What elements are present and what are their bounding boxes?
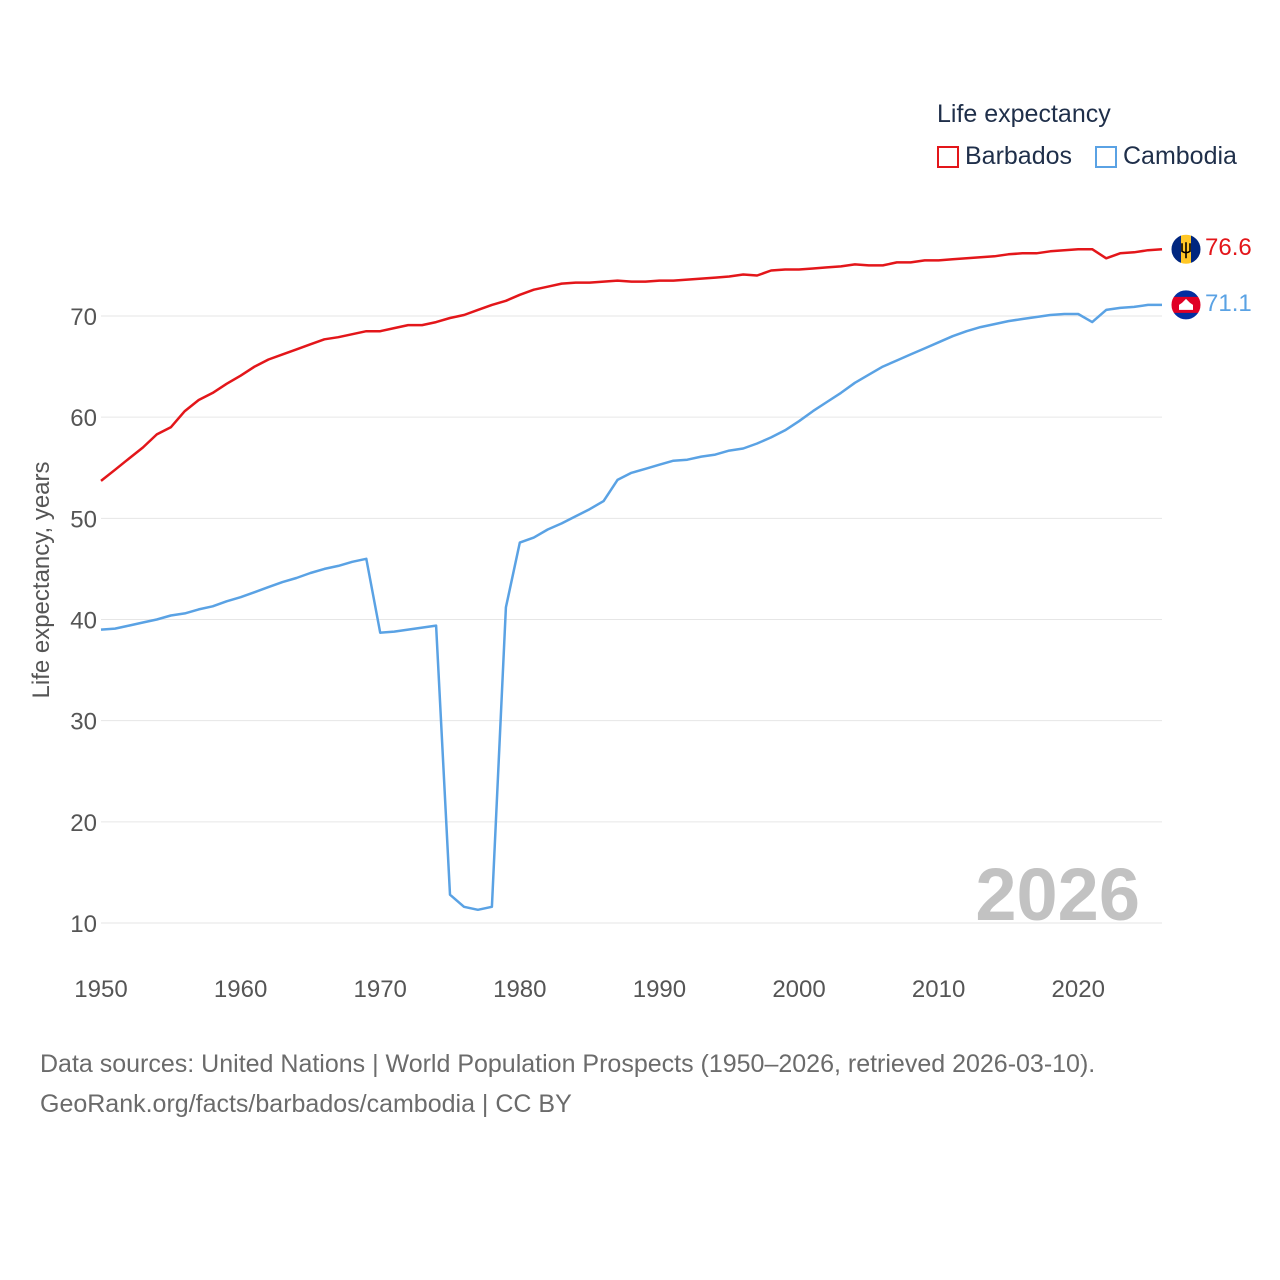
y-tick-label: 50: [70, 506, 97, 533]
legend-title: Life expectancy: [937, 100, 1111, 128]
x-tick-label: 2000: [772, 976, 825, 1003]
source-note: Data sources: United Nations | World Pop…: [40, 1044, 1095, 1124]
y-tick-label: 10: [70, 911, 97, 938]
y-tick-label: 30: [70, 709, 97, 736]
x-tick-label: 2020: [1052, 976, 1105, 1003]
x-tick-label: 1970: [354, 976, 407, 1003]
end-label-barbados: 76.6: [1205, 234, 1252, 262]
series-lines: [100, 247, 1163, 912]
x-tick-label: 1960: [214, 976, 267, 1003]
year-watermark: 2026: [975, 853, 1140, 936]
series-line-cambodia: [100, 303, 1162, 912]
legend-item-barbados[interactable]: Barbados: [937, 142, 1072, 171]
legend-label-barbados: Barbados: [965, 142, 1073, 170]
source-line-1: Data sources: United Nations | World Pop…: [40, 1050, 1096, 1078]
end-flags: [1170, 233, 1202, 321]
x-tick-label: 1980: [493, 976, 546, 1003]
x-tick-label: 1950: [74, 976, 127, 1003]
gridlines: [101, 315, 1162, 924]
legend-swatch-barbados: [937, 145, 959, 168]
y-tick-label: 70: [70, 304, 97, 331]
barbados-flag-icon: [1170, 233, 1202, 265]
end-label-cambodia: 71.1: [1205, 289, 1252, 317]
y-tick-label: 20: [70, 810, 97, 837]
source-line-2[interactable]: GeoRank.org/facts/barbados/cambodia | CC…: [40, 1090, 572, 1118]
y-tick-label: 60: [70, 405, 97, 432]
x-axis-ticks: 1950 1960 1970 1980 1990 2000 2010 2020: [74, 976, 1105, 1003]
y-axis-label: Life expectancy, years: [28, 461, 55, 699]
legend-item-cambodia[interactable]: Cambodia: [1095, 142, 1237, 171]
y-tick-label: 40: [70, 608, 97, 635]
y-axis-ticks: 10 20 30 40 50 60 70: [70, 304, 97, 938]
x-tick-label: 1990: [633, 976, 686, 1003]
x-tick-label: 2010: [912, 976, 965, 1003]
legend-swatch-cambodia: [1095, 145, 1117, 168]
series-line-barbados: [100, 247, 1163, 482]
legend-label-cambodia: Cambodia: [1123, 142, 1237, 170]
cambodia-flag-icon: [1170, 289, 1202, 321]
